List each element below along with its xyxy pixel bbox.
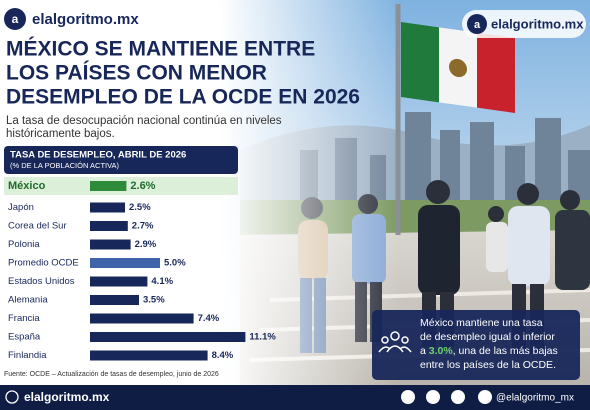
value-label: 11.1% — [249, 332, 276, 343]
category-label: Polonia — [8, 239, 40, 250]
bar — [90, 350, 208, 361]
callout-line: de desempleo igual o inferior — [420, 331, 555, 343]
footer-handle: @elalgoritmo_mx — [496, 393, 574, 404]
category-label: Finlandia — [8, 350, 47, 361]
category-label: España — [8, 332, 41, 343]
subtitle-line: históricamente bajos. — [6, 128, 115, 140]
category-label: Promedio OCDE — [8, 258, 79, 269]
footer-brand: elalgoritmo.mx — [24, 390, 110, 404]
value-label: 3.5% — [143, 295, 165, 306]
people-icon — [378, 331, 412, 353]
category-label: Alemania — [8, 295, 48, 306]
callout-line: entre los países de la OCDE. — [420, 359, 556, 371]
source: Fuente: OCDE – Actualización de tasas de… — [4, 371, 219, 378]
chart-title: TASA DE DESEMPLEO, ABRIL DE 2026 — [10, 150, 186, 161]
linkedin-icon[interactable] — [478, 390, 492, 404]
chart-header — [4, 146, 238, 174]
value-label: 2.7% — [132, 221, 154, 232]
title-line: DESEMPLEO DE LA OCDE EN 2026 — [6, 86, 360, 109]
category-label: Corea del Sur — [8, 221, 67, 232]
title-line: MÉXICO SE MANTIENE ENTRE — [6, 38, 315, 61]
logo-glyph: a — [474, 19, 481, 31]
instagram-icon[interactable] — [451, 390, 465, 404]
bar-chart: México 2.6% Japón 2.5% Corea del Sur 2.7% Polo… — [4, 177, 276, 361]
value-label: 5.0% — [164, 258, 186, 269]
bar — [90, 295, 139, 305]
facebook-icon[interactable] — [401, 390, 415, 404]
chart-subtitle: (% DE LA POBLACIÓN ACTIVA) — [10, 161, 120, 170]
brand-right: elalgoritmo.mx — [491, 16, 584, 31]
callout-line: a 3.0%, una de las más bajas — [420, 345, 558, 357]
brand: elalgoritmo.mx — [32, 11, 139, 28]
bar — [90, 239, 131, 250]
callout-text: , una de las más bajas — [453, 345, 558, 357]
callout: México mantiene una tasa de desempleo ig… — [372, 310, 580, 380]
callout-box — [372, 310, 580, 380]
x-icon[interactable] — [426, 390, 440, 404]
logo-icon — [467, 14, 487, 34]
callout-highlight: 3.0% — [429, 345, 454, 357]
bar — [90, 276, 148, 287]
social-icons — [401, 390, 492, 404]
bar — [90, 181, 127, 191]
callout-text: a — [420, 345, 429, 357]
bar — [90, 221, 128, 231]
logo-glyph: a — [12, 12, 19, 26]
value-label: 2.5% — [129, 202, 151, 213]
logo-icon — [4, 8, 26, 30]
title-line: LOS PAÍSES CON MENOR — [6, 62, 267, 85]
bar — [90, 202, 125, 213]
globe-icon — [5, 390, 19, 404]
value-label: 2.6% — [130, 180, 155, 192]
subtitle-line: La tasa de desocupación nacional continú… — [6, 115, 282, 127]
brand-badge — [462, 10, 586, 38]
bar — [90, 332, 246, 342]
value-label: 4.1% — [151, 276, 173, 287]
category-label: Japón — [8, 202, 34, 213]
bar — [90, 313, 194, 324]
category-label: México — [8, 180, 46, 192]
value-label: 7.4% — [198, 313, 220, 324]
callout-line: México mantiene una tasa — [420, 317, 543, 329]
category-label: Francia — [8, 313, 40, 324]
bar — [90, 258, 160, 268]
value-label: 8.4% — [212, 350, 234, 361]
category-label: Estados Unidos — [8, 276, 75, 287]
value-label: 2.9% — [135, 239, 157, 250]
